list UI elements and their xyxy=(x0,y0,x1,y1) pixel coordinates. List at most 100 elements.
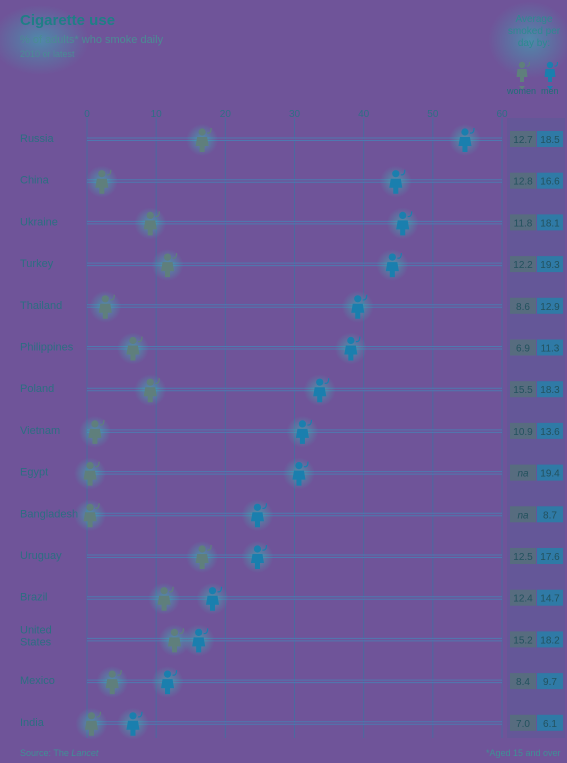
x-tick-label: 0 xyxy=(84,109,90,120)
men-avg-box xyxy=(537,339,563,356)
country-label: Russia xyxy=(20,133,55,145)
women-marker xyxy=(116,332,149,365)
women-avg-box xyxy=(510,548,536,564)
women-avg-value: 12.5 xyxy=(513,552,533,563)
men-avg-box xyxy=(537,172,563,189)
women-marker xyxy=(186,124,219,156)
women-avg-box xyxy=(510,131,536,147)
legend-icons xyxy=(516,61,559,90)
country-label: Mexico xyxy=(20,675,55,687)
women-avg-value: 12.2 xyxy=(513,260,533,271)
women-avg-box xyxy=(510,673,536,690)
women-avg-box xyxy=(510,464,536,481)
men-marker xyxy=(151,666,184,699)
women-marker xyxy=(75,707,108,740)
women-marker xyxy=(134,374,167,407)
legend-women-label: women xyxy=(507,86,537,96)
women-avg-value: 12.4 xyxy=(513,594,533,605)
women-avg-box xyxy=(510,631,536,648)
men-avg-box xyxy=(537,422,563,439)
men-avg-box xyxy=(537,548,563,564)
country-label: United States xyxy=(20,624,52,648)
women-avg-value: 6.9 xyxy=(516,344,530,355)
country-label: Egypt xyxy=(20,467,48,479)
men-avg-value: 12.9 xyxy=(540,302,560,313)
legend-men-icon xyxy=(544,61,559,90)
men-avg-box xyxy=(537,214,563,231)
men-marker xyxy=(341,290,374,323)
x-tick-label: 50 xyxy=(427,109,439,120)
country-label: Vietnam xyxy=(20,425,60,437)
legend-men-label: men xyxy=(541,86,559,96)
men-avg-box xyxy=(537,464,563,481)
men-marker xyxy=(386,207,419,240)
men-marker xyxy=(376,249,409,282)
men-avg-value: 18.5 xyxy=(540,135,560,146)
men-avg-value: 18.1 xyxy=(540,218,560,229)
men-avg-box xyxy=(537,256,563,273)
source-credit: Source: The Lancet xyxy=(20,748,98,758)
men-marker xyxy=(303,374,336,407)
men-avg-value: 18.2 xyxy=(540,635,560,646)
women-marker xyxy=(74,457,107,490)
men-avg-value: 8.7 xyxy=(543,510,557,521)
x-tick-label: 10 xyxy=(151,109,163,120)
women-avg-value: 12.8 xyxy=(513,177,533,188)
women-marker xyxy=(85,165,118,198)
men-avg-box xyxy=(537,297,563,314)
men-avg-box xyxy=(537,506,563,523)
women-avg-value: na xyxy=(517,510,529,521)
men-avg-value: 16.6 xyxy=(540,177,560,188)
women-avg-value: 8.6 xyxy=(516,302,530,313)
country-label: Ukraine xyxy=(20,216,58,228)
women-avg-value: 12.7 xyxy=(513,135,533,146)
footnote: *Aged 15 and over xyxy=(486,748,561,758)
women-avg-value: na xyxy=(517,469,529,480)
men-avg-box xyxy=(537,589,563,606)
women-marker xyxy=(96,666,129,699)
men-avg-value: 14.7 xyxy=(540,594,560,605)
men-marker xyxy=(334,332,367,365)
men-marker xyxy=(196,582,229,615)
country-label: Uruguay xyxy=(20,550,62,562)
women-avg-box xyxy=(510,297,536,314)
x-tick-label: 40 xyxy=(358,109,370,120)
men-marker xyxy=(379,165,412,198)
women-avg-box xyxy=(510,339,536,356)
men-avg-value: 17.6 xyxy=(540,552,560,563)
women-avg-box xyxy=(510,589,536,606)
women-avg-value: 11.8 xyxy=(514,218,533,229)
women-marker xyxy=(151,249,184,282)
men-avg-value: 9.7 xyxy=(543,677,557,688)
women-avg-box xyxy=(510,214,536,231)
women-marker xyxy=(134,207,167,240)
men-marker xyxy=(241,541,274,573)
country-label: Thailand xyxy=(20,300,62,312)
men-avg-box xyxy=(537,381,563,398)
country-label: Bangladesh xyxy=(20,508,78,520)
country-label: India xyxy=(20,717,45,729)
men-marker xyxy=(241,499,274,532)
x-tick-label: 30 xyxy=(289,109,301,120)
women-marker xyxy=(148,582,181,615)
women-avg-box xyxy=(510,506,536,523)
men-avg-box xyxy=(537,673,563,690)
source-prefix: Source: The xyxy=(20,748,72,758)
men-avg-value: 18.3 xyxy=(540,385,560,396)
chart-subtitle: % of adults* who smoke daily xyxy=(20,34,164,46)
women-avg-value: 8.4 xyxy=(516,677,530,688)
women-marker xyxy=(89,290,122,323)
women-avg-value: 15.5 xyxy=(513,385,533,396)
men-avg-value: 6.1 xyxy=(543,719,557,730)
men-avg-value: 19.4 xyxy=(540,469,560,480)
women-avg-box xyxy=(510,714,536,731)
men-avg-value: 13.6 xyxy=(540,427,560,438)
chart-note: 2010 or latest xyxy=(20,49,75,59)
source-name: Lancet xyxy=(71,748,99,758)
x-tick-label: 20 xyxy=(220,109,232,120)
men-avg-value: 19.3 xyxy=(540,260,560,271)
men-marker xyxy=(286,415,319,448)
women-avg-value: 7.0 xyxy=(516,719,530,730)
legend-women-icon xyxy=(516,61,531,90)
